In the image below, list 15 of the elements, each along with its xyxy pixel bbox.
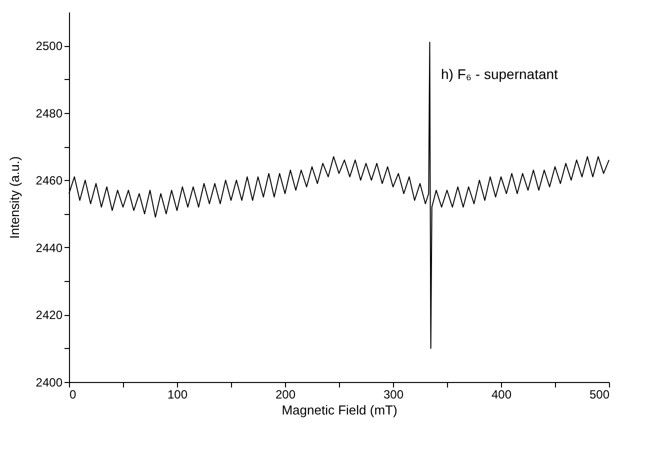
y-tick-label: 2420 bbox=[36, 308, 63, 322]
annotation: h) F₆ - supernatant bbox=[441, 66, 558, 82]
x-tick-label: 200 bbox=[275, 388, 296, 402]
y-axis-title: Intensity (a.u.) bbox=[6, 156, 22, 239]
x-tick-label: 300 bbox=[383, 388, 404, 402]
y-tick-label: 2500 bbox=[36, 39, 63, 54]
y-tick-label: 2440 bbox=[36, 240, 63, 255]
y-tick-label: 2460 bbox=[36, 174, 63, 188]
x-tick-label: 100 bbox=[167, 388, 188, 402]
x-tick-label: 400 bbox=[491, 388, 512, 402]
x-axis-title: Magnetic Field (mT) bbox=[282, 402, 398, 418]
y-tick-label: 2400 bbox=[36, 376, 63, 390]
x-tick-label: 0 bbox=[70, 388, 76, 402]
x-tick-label: 500 bbox=[589, 388, 610, 402]
y-tick-label: 2480 bbox=[36, 106, 63, 120]
